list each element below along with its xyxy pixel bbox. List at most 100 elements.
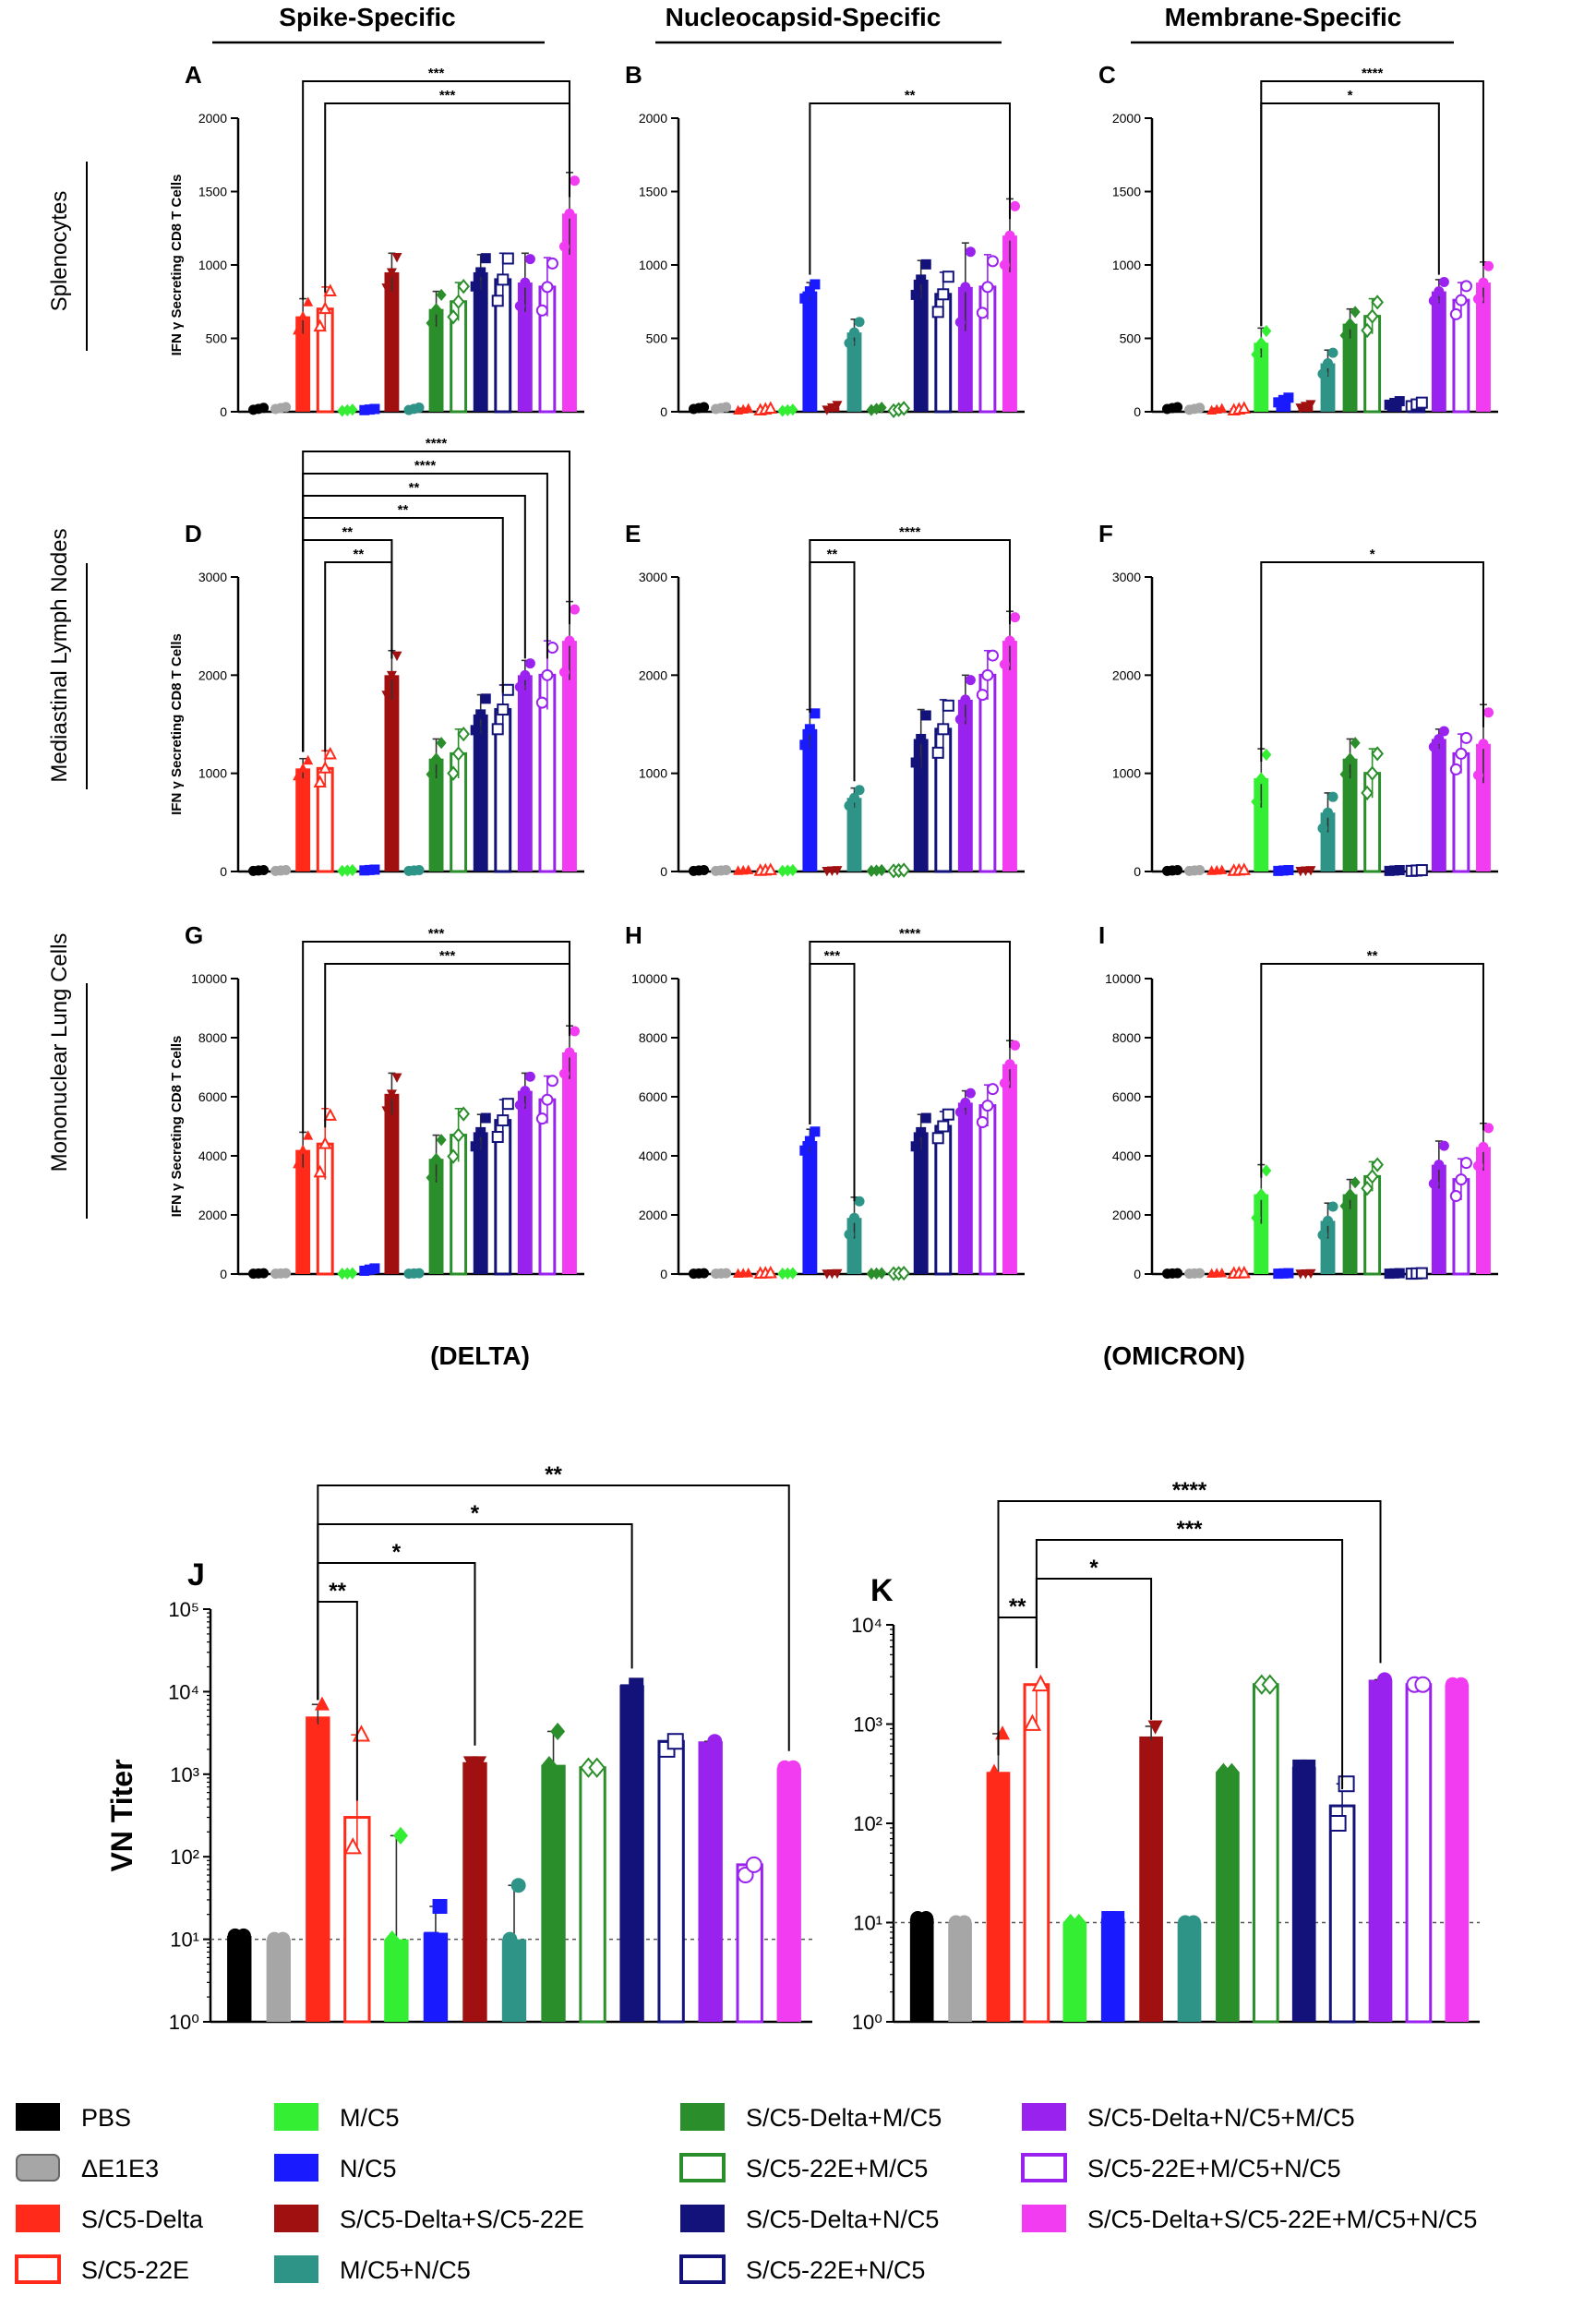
- bar: [1002, 235, 1017, 412]
- significance-label: ***: [824, 948, 841, 964]
- bar: [1023, 1683, 1050, 2024]
- legend-item: S/C5-Delta+M/C5: [680, 2103, 942, 2132]
- legend-label: S/C5-Delta: [81, 2206, 204, 2233]
- bar: [1445, 1684, 1470, 2022]
- data-point: [1453, 1677, 1469, 1692]
- data-point: [1237, 1265, 1251, 1279]
- data-point: [832, 866, 843, 876]
- panel-letter: H: [625, 921, 642, 949]
- legend-swatch: [274, 2205, 318, 2232]
- data-point: [558, 1068, 570, 1079]
- data-point: [1283, 1268, 1294, 1279]
- data-point: [359, 404, 370, 415]
- y-tick-label: 10³: [170, 1763, 199, 1786]
- y-tick-label: 10⁴: [851, 1614, 882, 1637]
- y-tick-label: 0: [1134, 864, 1141, 879]
- data-point: [876, 1267, 887, 1280]
- data-point: [1339, 768, 1350, 781]
- data-point: [910, 289, 921, 300]
- y-tick-label: 1000: [1112, 766, 1141, 781]
- data-point: [918, 1911, 934, 1927]
- bar: [1216, 1772, 1240, 2022]
- y-tick-label: 10⁰: [852, 2011, 882, 2034]
- y-tick-label: 8000: [1112, 1030, 1141, 1045]
- bar: [1342, 323, 1358, 412]
- data-point: [303, 1130, 314, 1140]
- legend-swatch: [679, 2254, 726, 2284]
- data-point: [588, 1757, 606, 1778]
- data-point: [564, 1047, 575, 1058]
- significance-bracket: [809, 561, 856, 782]
- data-point: [426, 768, 437, 781]
- data-point: [541, 281, 554, 294]
- legend-item: S/C5-Delta+N/C5+M/C5: [1022, 2103, 1355, 2132]
- data-point: [1278, 1268, 1289, 1279]
- significance-label: **: [409, 480, 420, 496]
- data-point: [854, 785, 865, 796]
- data-point: [743, 864, 754, 874]
- row-label-lung: Mononuclear Lung Cells: [47, 933, 72, 1172]
- bar: [978, 1104, 997, 1276]
- data-point: [1434, 733, 1445, 744]
- data-point: [535, 1112, 548, 1125]
- y-tick-label: 1000: [639, 258, 667, 272]
- y-tick-label: 10²: [170, 1845, 199, 1869]
- data-point: [987, 1763, 1002, 1778]
- y-axis-label: IFN γ Secreting CD8 T Cells: [169, 633, 185, 815]
- legend: PBS ΔE1E3 S/C5-Delta S/C5-22E M/C5 N/C5 S/C5-D…: [15, 2103, 1477, 2284]
- bar: [802, 291, 818, 412]
- data-point: [359, 1265, 370, 1276]
- data-point: [699, 865, 710, 876]
- legend-label: S/C5-22E: [81, 2256, 189, 2284]
- data-point: [323, 746, 337, 760]
- data-point: [497, 703, 510, 716]
- data-point: [986, 1083, 999, 1096]
- significance-bracket: [302, 80, 570, 300]
- legend-item: S/C5-22E+M/C5: [679, 2153, 928, 2182]
- legend-swatch: [16, 2154, 60, 2182]
- y-axis-label: IFN γ Secreting CD8 T Cells: [169, 174, 185, 356]
- bar: [306, 1716, 330, 2022]
- data-point: [451, 746, 465, 762]
- data-point: [501, 1098, 514, 1111]
- data-point: [1172, 865, 1183, 876]
- data-point: [854, 317, 865, 328]
- data-point: [431, 1152, 442, 1165]
- data-point: [447, 309, 460, 325]
- data-point: [1329, 1815, 1347, 1832]
- data-point: [570, 1026, 581, 1037]
- data-point: [520, 1086, 531, 1097]
- data-point: [1345, 318, 1356, 331]
- bar: [1342, 758, 1358, 872]
- data-point: [318, 1136, 332, 1149]
- data-point: [347, 863, 358, 877]
- bar: [517, 282, 533, 412]
- data-point: [314, 1696, 330, 1711]
- y-tick-label: 500: [646, 331, 668, 346]
- panel-letter: C: [1098, 61, 1116, 89]
- variant-label-omicron: (OMICRON): [1103, 1341, 1245, 1370]
- data-point: [451, 1127, 465, 1143]
- data-point: [369, 403, 380, 415]
- legend-label: PBS: [81, 2104, 131, 2132]
- bar: [428, 758, 444, 872]
- bar: [1476, 1147, 1491, 1274]
- significance-bracket: [809, 102, 1011, 275]
- y-tick-label: 0: [1134, 404, 1141, 419]
- data-point: [1255, 772, 1266, 785]
- data-point: [502, 1931, 518, 1947]
- panel-letter: I: [1098, 921, 1105, 949]
- bar: [619, 1685, 644, 2022]
- data-point: [1394, 865, 1405, 876]
- legend-label: M/C5: [340, 2104, 400, 2132]
- data-point: [910, 1141, 921, 1152]
- significance-bracket: [809, 941, 1011, 1124]
- data-point: [666, 1733, 684, 1750]
- data-point: [910, 757, 921, 768]
- significance-label: *: [392, 1540, 402, 1565]
- data-point: [431, 752, 442, 765]
- data-point: [777, 1268, 788, 1280]
- data-point: [799, 739, 810, 751]
- data-point: [1365, 765, 1379, 781]
